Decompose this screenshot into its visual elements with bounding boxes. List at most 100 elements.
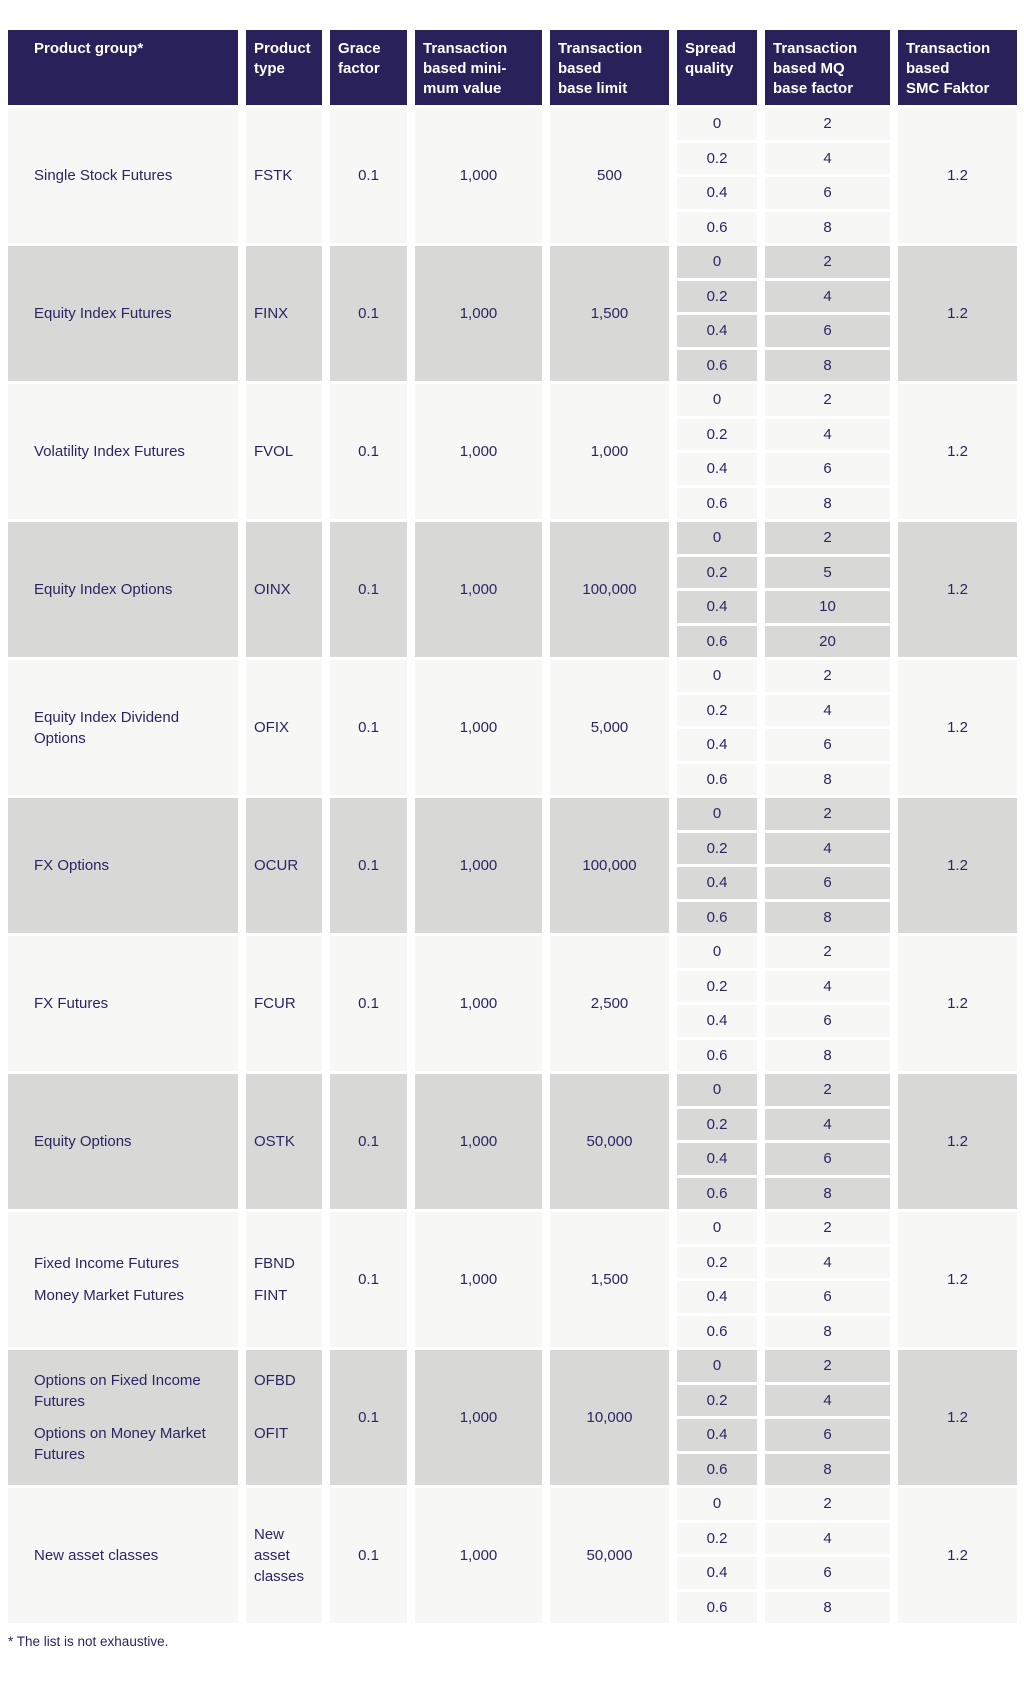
mq-base-factor-value: 4 (765, 1384, 890, 1416)
mq-base-factor-value: 4 (765, 1108, 890, 1140)
base-limit-value: 100,000 (582, 857, 637, 874)
spread-quality-value: 0 (677, 384, 757, 416)
table-row: FX Options OCUR 0.1 1,000 100,000 0 0.2 0.… (8, 798, 1017, 933)
spread-quality-value: 0.2 (677, 832, 757, 864)
product-type-cell: OINX (246, 522, 322, 657)
base-limit-cell: 100,000 (550, 522, 669, 657)
spread-quality-value: 0.2 (677, 1384, 757, 1416)
mq-base-factor-value: 8 (765, 1177, 890, 1209)
mq-base-factor-value: 6 (765, 729, 890, 761)
spread-quality-value: 0.6 (677, 901, 757, 933)
grace-factor-value: 0.1 (358, 995, 379, 1012)
spread-quality-value: 0.2 (677, 418, 757, 450)
spread-quality-value: 0.4 (677, 867, 757, 899)
minimum-value-value: 1,000 (459, 1133, 498, 1150)
mq-base-factor-value: 4 (765, 1522, 890, 1554)
product-type-label: New asset classes (254, 1526, 305, 1585)
spread-quality-value: 0.6 (677, 211, 757, 243)
mq-base-factor-value: 4 (765, 1246, 890, 1278)
product-limits-table: Product group* Product type Grace factor… (8, 30, 1024, 1649)
column-header-transaction-based-smc-faktor: Transaction based SMC Faktor (898, 30, 1017, 105)
smc-faktor-cell: 1.2 (898, 384, 1017, 519)
grace-factor-cell: 0.1 (330, 108, 407, 243)
mq-base-factor-value: 2 (765, 246, 890, 278)
smc-faktor-cell: 1.2 (898, 246, 1017, 381)
grace-factor-cell: 0.1 (330, 1488, 407, 1623)
minimum-value-cell: 1,000 (415, 1212, 542, 1347)
spread-quality-cell: 0 0.2 0.4 0.6 (677, 1074, 757, 1209)
column-header-product-type: Product type (246, 30, 322, 105)
mq-base-factor-value: 8 (765, 901, 890, 933)
smc-faktor-value: 1.2 (947, 1409, 968, 1426)
minimum-value-value: 1,000 (459, 719, 498, 736)
base-limit-cell: 1,500 (550, 1212, 669, 1347)
minimum-value-value: 1,000 (459, 443, 498, 460)
minimum-value-cell: 1,000 (415, 108, 542, 243)
spread-quality-value: 0 (677, 1350, 757, 1382)
mq-base-factor-value: 8 (765, 1039, 890, 1071)
product-type-cell: OSTK (246, 1074, 322, 1209)
smc-faktor-value: 1.2 (947, 443, 968, 460)
column-header-spread-quality: Spread quality (677, 30, 757, 105)
smc-faktor-value: 1.2 (947, 995, 968, 1012)
mq-base-factor-value: 4 (765, 970, 890, 1002)
product-group-label: Volatility Index Futures (34, 443, 185, 460)
product-group-cell: Equity Index Options (8, 522, 238, 657)
product-group-label: Options on Fixed Income Futures (34, 1372, 201, 1410)
spread-quality-value: 0 (677, 936, 757, 968)
spread-quality-value: 0.2 (677, 694, 757, 726)
spread-quality-value: 0.4 (677, 1419, 757, 1451)
smc-faktor-cell: 1.2 (898, 1212, 1017, 1347)
spread-quality-value: 0.4 (677, 1281, 757, 1313)
spread-quality-value: 0 (677, 1488, 757, 1520)
product-group-cell: Equity Options (8, 1074, 238, 1209)
smc-faktor-value: 1.2 (947, 1547, 968, 1564)
smc-faktor-cell: 1.2 (898, 660, 1017, 795)
spread-quality-value: 0.2 (677, 280, 757, 312)
product-group-label: Equity Options (34, 1133, 132, 1150)
product-group-label: New asset classes (34, 1547, 159, 1564)
product-group-cell: New asset classes (8, 1488, 238, 1623)
table-header-row: Product group* Product type Grace factor… (8, 30, 1017, 105)
minimum-value-cell: 1,000 (415, 936, 542, 1071)
mq-base-factor-value: 2 (765, 1212, 890, 1244)
smc-faktor-value: 1.2 (947, 857, 968, 874)
base-limit-value: 1,500 (590, 305, 629, 322)
mq-base-factor-value: 10 (765, 591, 890, 623)
product-group-cell: FX Options (8, 798, 238, 933)
spread-quality-value: 0.4 (677, 177, 757, 209)
base-limit-cell: 100,000 (550, 798, 669, 933)
product-type-cell: OCUR (246, 798, 322, 933)
column-header-transaction-based-base-limit: Transaction based base limit (550, 30, 669, 105)
product-type-label: OINX (254, 581, 291, 598)
table-row: Equity Index Options OINX 0.1 1,000 100,… (8, 522, 1017, 657)
spread-quality-value: 0 (677, 246, 757, 278)
mq-base-factor-value: 8 (765, 763, 890, 795)
product-type-label: FINX (254, 305, 289, 322)
product-type-label: FSTK (254, 167, 293, 184)
product-type-cell: FSTK (246, 108, 322, 243)
mq-base-factor-value: 6 (765, 1281, 890, 1313)
base-limit-cell: 1,000 (550, 384, 669, 519)
spread-quality-value: 0 (677, 798, 757, 830)
grace-factor-value: 0.1 (358, 1133, 379, 1150)
base-limit-value: 1,000 (590, 443, 629, 460)
smc-faktor-cell: 1.2 (898, 798, 1017, 933)
smc-faktor-value: 1.2 (947, 719, 968, 736)
table-row: Volatility Index Futures FVOL 0.1 1,000 … (8, 384, 1017, 519)
mq-base-factor-value: 6 (765, 315, 890, 347)
spread-quality-value: 0.4 (677, 315, 757, 347)
minimum-value-value: 1,000 (459, 581, 498, 598)
column-header-grace-factor: Grace factor (330, 30, 407, 105)
spread-quality-value: 0.6 (677, 1177, 757, 1209)
smc-faktor-cell: 1.2 (898, 936, 1017, 1071)
product-type-label: OFBD (254, 1372, 296, 1389)
product-group-label: Money Market Futures (34, 1287, 185, 1304)
mq-base-factor-value: 2 (765, 1074, 890, 1106)
smc-faktor-cell: 1.2 (898, 1488, 1017, 1623)
table-row: Equity Index Futures FINX 0.1 1,000 1,50… (8, 246, 1017, 381)
grace-factor-value: 0.1 (358, 719, 379, 736)
product-group-cell: Single Stock Futures (8, 108, 238, 243)
